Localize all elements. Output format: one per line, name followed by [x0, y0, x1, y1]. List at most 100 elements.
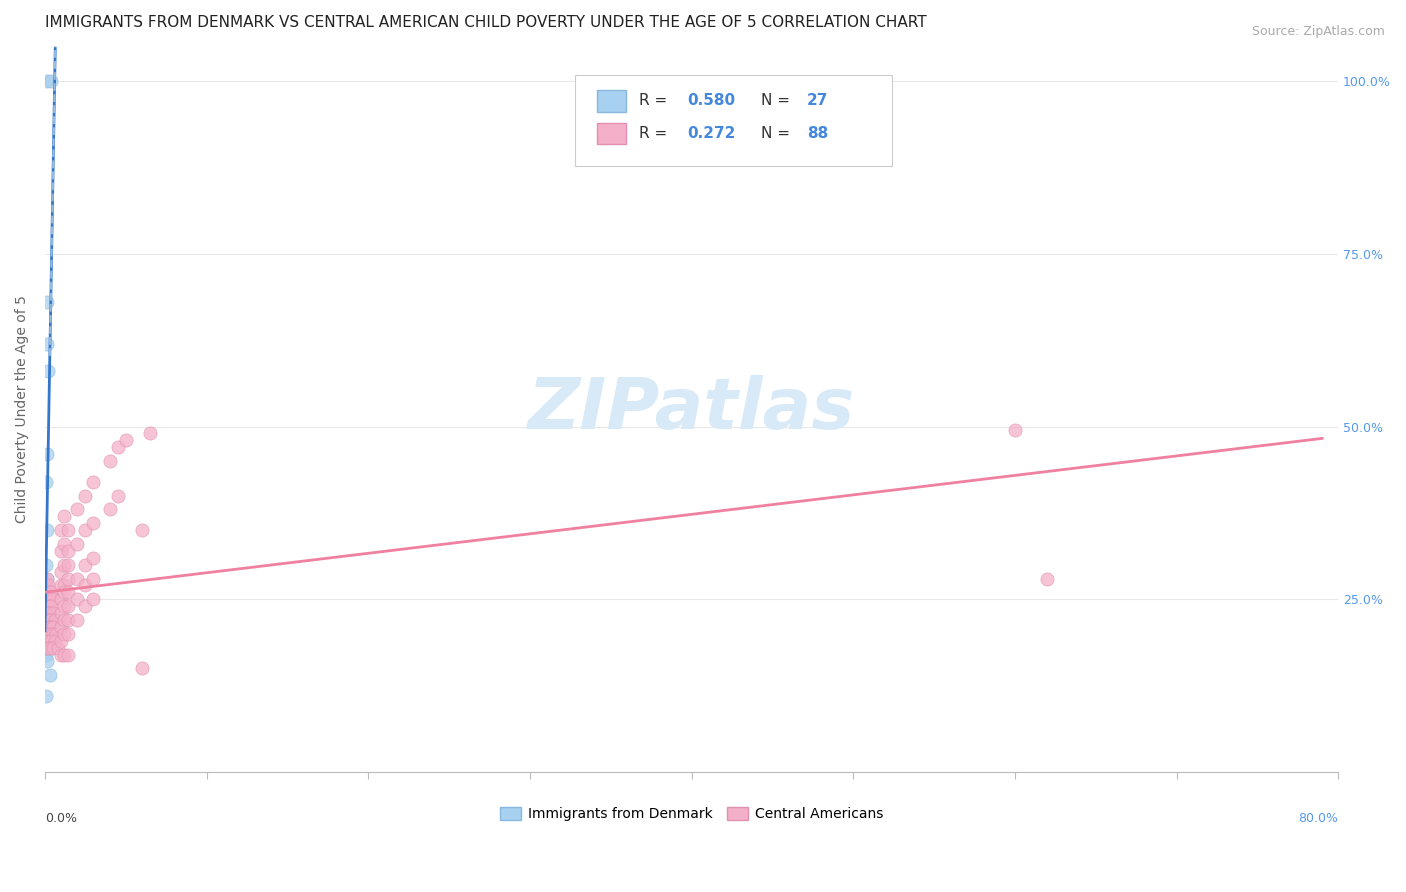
FancyBboxPatch shape — [598, 90, 626, 112]
FancyBboxPatch shape — [598, 122, 626, 145]
Point — [53, 613, 76, 627]
Point — [35, 572, 58, 586]
Point — [66, 592, 89, 607]
Text: N =: N = — [762, 94, 796, 108]
Point — [41, 599, 63, 614]
Point — [35, 447, 58, 461]
Point — [56, 572, 79, 586]
Point — [35, 572, 58, 586]
Point — [35, 640, 58, 655]
Point — [35, 74, 58, 88]
Point — [53, 509, 76, 524]
Point — [35, 613, 58, 627]
Point — [49, 592, 72, 607]
Point — [35, 578, 58, 592]
Point — [35, 558, 58, 572]
Point — [56, 558, 79, 572]
Point — [66, 572, 89, 586]
Point — [42, 640, 65, 655]
Point — [38, 585, 60, 599]
Point — [107, 489, 129, 503]
Point — [44, 613, 66, 627]
Point — [66, 613, 89, 627]
Point — [44, 633, 66, 648]
Point — [37, 599, 59, 614]
Point — [35, 599, 58, 614]
Point — [41, 620, 63, 634]
Point — [38, 640, 60, 655]
Point — [38, 592, 60, 607]
Point — [53, 578, 76, 592]
Point — [75, 523, 97, 537]
Point — [75, 599, 97, 614]
Point — [46, 640, 69, 655]
Point — [56, 523, 79, 537]
Text: IMMIGRANTS FROM DENMARK VS CENTRAL AMERICAN CHILD POVERTY UNDER THE AGE OF 5 COR: IMMIGRANTS FROM DENMARK VS CENTRAL AMERI… — [45, 15, 927, 30]
Point — [131, 523, 153, 537]
Point — [35, 585, 58, 599]
Point — [98, 502, 121, 516]
Point — [107, 440, 129, 454]
Point — [53, 627, 76, 641]
Point — [66, 502, 89, 516]
Point — [82, 592, 104, 607]
Point — [41, 74, 63, 88]
Point — [66, 537, 89, 551]
Point — [49, 523, 72, 537]
Text: 0.272: 0.272 — [688, 126, 737, 141]
Point — [35, 655, 58, 669]
Text: 88: 88 — [807, 126, 828, 141]
Point — [38, 613, 60, 627]
Point — [49, 606, 72, 620]
Text: R =: R = — [638, 94, 672, 108]
Point — [56, 648, 79, 662]
Point — [82, 475, 104, 489]
Point — [35, 599, 58, 614]
Point — [41, 633, 63, 648]
Point — [42, 592, 65, 607]
Point — [1036, 572, 1059, 586]
Text: R =: R = — [638, 126, 672, 141]
Legend: Immigrants from Denmark, Central Americans: Immigrants from Denmark, Central America… — [495, 802, 889, 827]
Point — [35, 606, 58, 620]
Point — [56, 599, 79, 614]
Point — [35, 633, 58, 648]
Point — [37, 613, 59, 627]
Point — [37, 592, 59, 607]
Point — [49, 633, 72, 648]
Point — [75, 558, 97, 572]
Point — [35, 523, 58, 537]
Point — [35, 475, 58, 489]
Y-axis label: Child Poverty Under the Age of 5: Child Poverty Under the Age of 5 — [15, 295, 30, 524]
Point — [53, 599, 76, 614]
Point — [1004, 423, 1026, 437]
Point — [35, 592, 58, 607]
Text: ZIPatlas: ZIPatlas — [527, 375, 855, 443]
Point — [49, 648, 72, 662]
Point — [53, 585, 76, 599]
Point — [38, 606, 60, 620]
FancyBboxPatch shape — [575, 76, 891, 166]
Point — [56, 585, 79, 599]
Point — [53, 648, 76, 662]
Point — [35, 627, 58, 641]
Point — [56, 544, 79, 558]
Point — [42, 606, 65, 620]
Point — [35, 689, 58, 703]
Point — [37, 599, 59, 614]
Text: 0.580: 0.580 — [688, 94, 735, 108]
Point — [35, 613, 58, 627]
Point — [49, 565, 72, 579]
Point — [37, 578, 59, 592]
Point — [56, 627, 79, 641]
Point — [42, 620, 65, 634]
Point — [49, 544, 72, 558]
Text: Source: ZipAtlas.com: Source: ZipAtlas.com — [1251, 25, 1385, 38]
Point — [38, 668, 60, 682]
Text: 27: 27 — [807, 94, 828, 108]
Point — [53, 537, 76, 551]
Text: N =: N = — [762, 126, 796, 141]
Point — [53, 558, 76, 572]
Point — [37, 606, 59, 620]
Point — [139, 426, 162, 441]
